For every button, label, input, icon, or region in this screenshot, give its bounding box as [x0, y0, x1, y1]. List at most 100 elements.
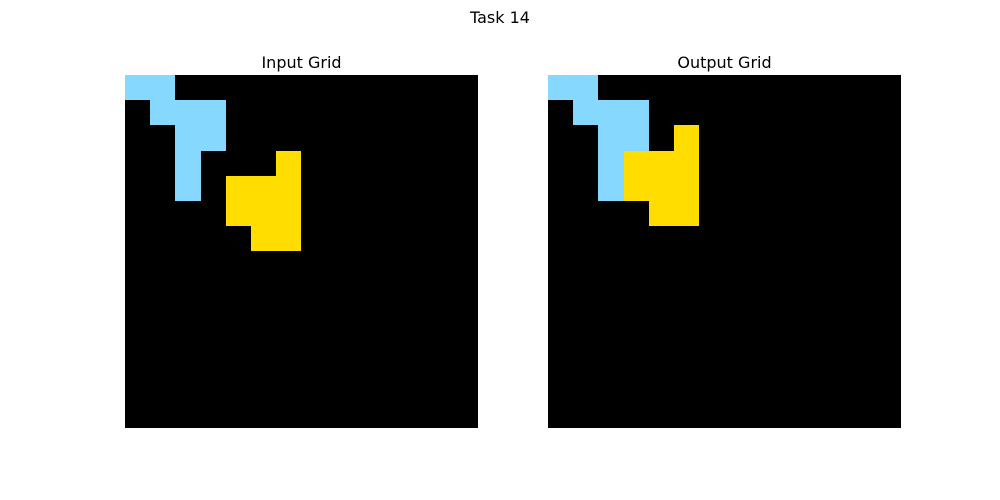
grid-cell [377, 150, 403, 176]
grid-cell [377, 377, 403, 403]
grid-cell [251, 402, 277, 428]
grid-cell [774, 352, 801, 378]
grid-cell [699, 327, 725, 353]
grid-cell [377, 251, 403, 277]
grid-cell [251, 201, 277, 227]
grid-cell [402, 175, 428, 202]
grid-cell [648, 251, 675, 277]
grid-cell [850, 301, 876, 328]
grid-cell [724, 201, 750, 227]
grid-cell [699, 301, 725, 328]
grid-cell [276, 150, 302, 176]
grid-cell [699, 201, 725, 227]
grid-cell [749, 226, 775, 252]
grid-cell [377, 100, 403, 126]
grid-cell [800, 251, 826, 277]
grid-cell [825, 175, 851, 202]
grid-cell [200, 251, 226, 277]
grid-cell [774, 251, 801, 277]
grid-cell [326, 402, 352, 428]
grid-cell [427, 301, 453, 328]
grid-cell [452, 352, 478, 378]
grid-cell [301, 226, 327, 252]
input-grid-title: Input Grid [261, 53, 342, 72]
grid-cell [251, 377, 277, 403]
grid-cell [623, 226, 649, 252]
grid-cell [623, 100, 649, 126]
grid-cell [326, 377, 352, 403]
grid-cell [452, 301, 478, 328]
grid-cell [623, 402, 649, 428]
grid-cell [850, 226, 876, 252]
grid-cell [200, 402, 226, 428]
grid-cell [276, 301, 302, 328]
grid-cell [402, 352, 428, 378]
grid-cell [573, 100, 599, 126]
grid-cell [875, 327, 901, 353]
grid-cell [648, 327, 675, 353]
grid-cell [825, 201, 851, 227]
grid-cell [175, 75, 201, 101]
grid-cell [150, 377, 176, 403]
grid-cell [301, 352, 327, 378]
grid-cell [175, 327, 201, 353]
grid-cell [452, 226, 478, 252]
grid-cell [749, 201, 775, 227]
grid-cell [251, 175, 277, 202]
grid-cell [452, 251, 478, 277]
grid-cell [674, 175, 700, 202]
grid-cell [825, 100, 851, 126]
grid-cell [825, 352, 851, 378]
grid-cell [301, 251, 327, 277]
grid-cell [427, 150, 453, 176]
grid-cell [774, 125, 801, 151]
grid-cell [548, 276, 574, 302]
grid-cell [800, 327, 826, 353]
grid-cell [674, 276, 700, 302]
grid-cell [200, 100, 226, 126]
grid-cell [377, 226, 403, 252]
grid-cell [623, 201, 649, 227]
grid-cell [402, 327, 428, 353]
grid-cell [623, 150, 649, 176]
grid-cell [175, 100, 201, 126]
grid-cell [573, 352, 599, 378]
grid-cell [326, 125, 352, 151]
grid-cell [573, 251, 599, 277]
grid-cell [875, 75, 901, 101]
grid-cell [351, 402, 378, 428]
grid-cell [175, 201, 201, 227]
grid-cell [724, 175, 750, 202]
grid-cell [427, 402, 453, 428]
grid-cell [452, 377, 478, 403]
grid-cell [749, 377, 775, 403]
grid-cell [674, 352, 700, 378]
grid-cell [125, 251, 151, 277]
grid-cell [125, 327, 151, 353]
grid-cell [850, 327, 876, 353]
grid-cell [377, 352, 403, 378]
input-panel: Input Grid [125, 50, 478, 428]
grid-cell [573, 150, 599, 176]
grid-cell [251, 276, 277, 302]
grid-cell [724, 251, 750, 277]
grid-cell [301, 402, 327, 428]
grid-cell [648, 75, 675, 101]
grid-cell [402, 125, 428, 151]
grid-cell [301, 150, 327, 176]
grid-cell [150, 201, 176, 227]
grid-cell [548, 201, 574, 227]
grid-cell [125, 377, 151, 403]
grid-cell [825, 301, 851, 328]
grid-cell [699, 175, 725, 202]
grid-cell [598, 301, 624, 328]
grid-cell [427, 226, 453, 252]
grid-cell [402, 251, 428, 277]
grid-cell [427, 75, 453, 101]
grid-cell [225, 301, 252, 328]
grid-cell [800, 175, 826, 202]
grid-cell [402, 226, 428, 252]
grid-cell [598, 100, 624, 126]
grid-cell [699, 377, 725, 403]
grid-cell [150, 251, 176, 277]
